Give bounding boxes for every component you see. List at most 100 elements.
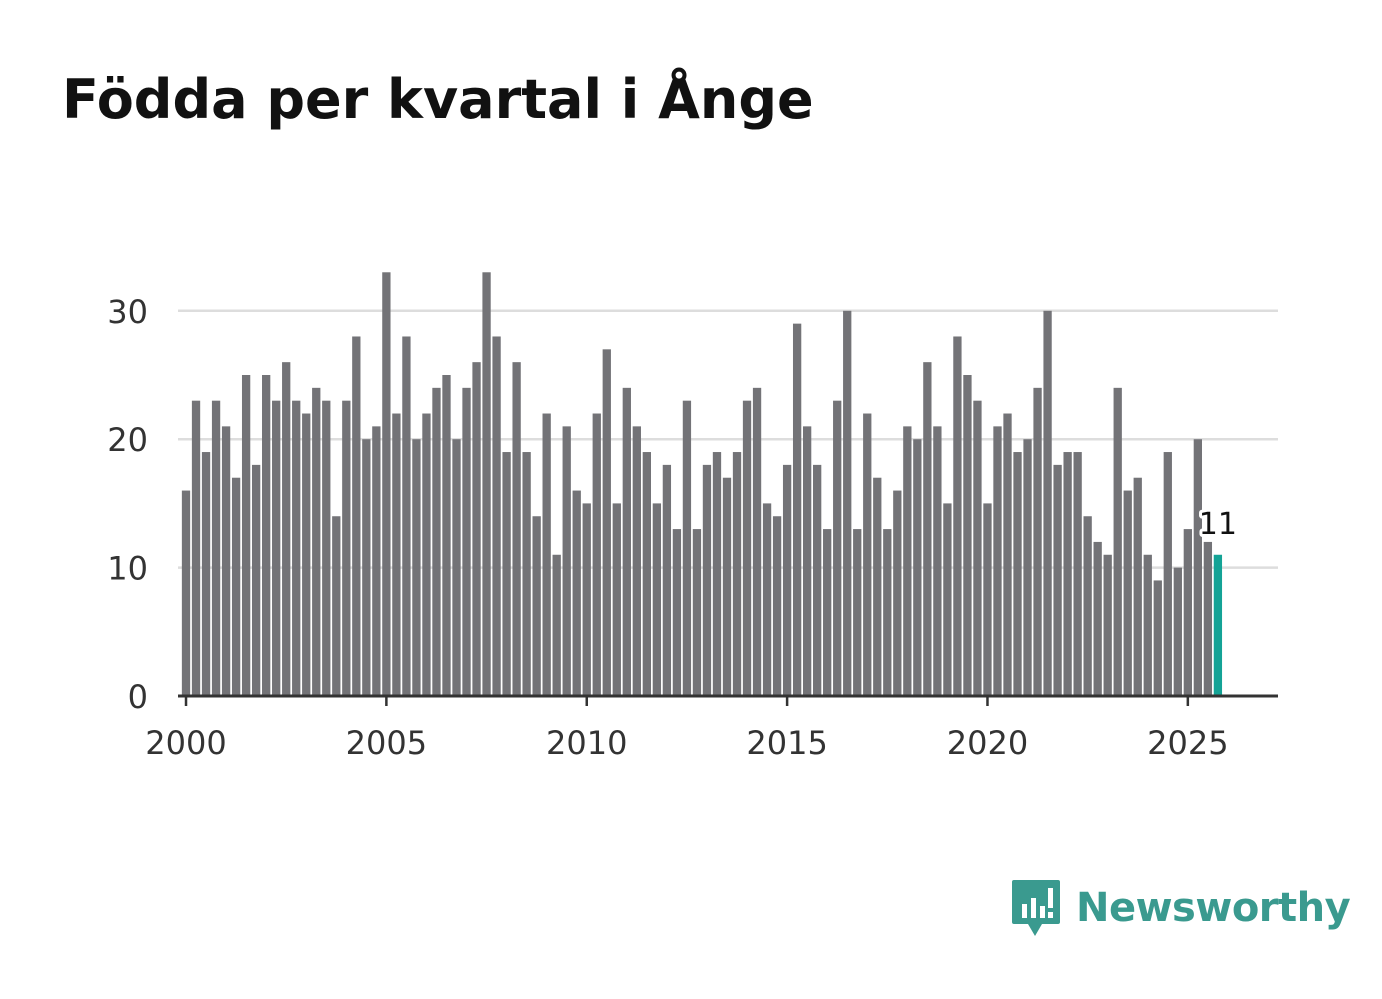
axes [178,694,1278,706]
bar [1053,464,1062,696]
bar [1113,387,1122,696]
bar [362,439,371,696]
bar [251,464,261,696]
bar [312,387,321,696]
bar [923,362,932,696]
y-tick-label-10: 10 [107,550,148,588]
bar [231,477,241,696]
bar [853,529,862,696]
bar [782,464,792,696]
bar [732,452,742,696]
brand-name: Newsworthy [1076,885,1351,931]
bar [592,413,601,696]
bar [993,426,1002,696]
y-tick-label-20: 20 [107,421,148,459]
bar [843,310,852,696]
bar [1123,490,1132,696]
bar [302,413,311,696]
bar [482,272,491,696]
bar [672,529,682,696]
bar [442,375,451,696]
bar [863,413,872,696]
y-tick-label-30: 30 [107,293,148,331]
bar [612,503,621,696]
bar [933,426,942,696]
x-tick-label-2020: 2020 [947,724,1028,762]
bar [462,387,471,696]
bar [382,272,391,696]
bar [1023,439,1032,696]
bar [712,452,722,696]
bar [792,323,802,696]
bar [241,375,251,696]
bar [1143,554,1152,696]
bar [873,477,882,696]
bar [682,400,692,696]
newsworthy-logo-icon [1012,880,1060,936]
bar [1173,567,1182,696]
bar [181,490,191,696]
bar [1193,439,1202,696]
bar [582,503,591,696]
x-tick-label-2010: 2010 [546,724,627,762]
bar [1153,580,1162,696]
bar [412,439,421,696]
bar [522,452,531,696]
bar [1203,541,1213,696]
bar [913,439,922,696]
last-value-label: 11 [1199,507,1237,542]
bar [422,413,431,696]
bar [893,490,902,696]
bar [191,400,201,696]
bar [352,336,361,696]
bar [622,387,631,696]
bar [1073,452,1082,696]
bar [973,400,982,696]
bar [722,477,732,696]
bar [702,464,712,696]
bar [552,554,561,696]
newsworthy-logo[interactable]: Newsworthy [1010,878,1351,938]
bar [813,464,822,696]
bar [652,503,662,696]
bar [392,413,401,696]
bar [953,336,962,696]
bar [823,529,832,696]
bar [1043,310,1052,696]
bar [752,387,762,696]
bar [1003,413,1012,696]
bar [1063,452,1072,696]
bar [963,375,972,696]
bar [262,375,271,696]
x-tick-label-2005: 2005 [346,724,427,762]
bar [492,336,501,696]
bar [201,452,211,696]
bar [833,400,842,696]
bar [1103,554,1112,696]
bar [532,516,541,696]
chart-title: Födda per kvartal i Ånge [62,68,814,131]
bar [883,529,892,696]
bar [903,426,912,696]
bar [342,400,351,696]
bar [692,529,702,696]
bar [372,426,381,696]
bar [332,516,341,696]
labels: 0 10 20 30 2000 2005 2010 2015 2020 2025 11 [107,293,1240,762]
bar [943,503,952,696]
bar [1083,516,1092,696]
bar [292,400,301,696]
bar [1013,452,1022,696]
bar [662,464,672,696]
bar [1093,541,1102,696]
bar [502,452,511,696]
bars [181,272,1223,696]
bar [472,362,481,696]
bar [602,349,611,696]
bar [432,387,441,696]
bar [742,400,752,696]
bar [802,426,812,696]
bar [272,400,281,696]
bar [221,426,231,696]
